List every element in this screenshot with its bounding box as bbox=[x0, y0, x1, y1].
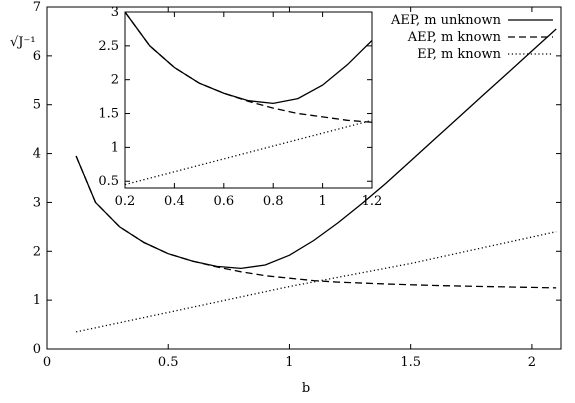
inset-ytick-label: 0.5 bbox=[98, 174, 119, 189]
main-xtick-label: 0 bbox=[43, 355, 51, 370]
main-ytick-label: 4 bbox=[33, 147, 41, 162]
inset-ytick-label: 3 bbox=[111, 5, 119, 20]
main-ytick-label: 5 bbox=[33, 98, 41, 113]
inset-xtick-label: 1.2 bbox=[362, 194, 383, 209]
main-plot: 0 0.5 1 1.5 2 0 1 2 3 4 5 6 7 b √J⁻¹ bbox=[10, 0, 562, 396]
x-axis-label: b bbox=[302, 381, 310, 396]
main-ytick-label: 2 bbox=[33, 244, 41, 259]
main-xtick-label: 2 bbox=[528, 355, 536, 370]
inset-plot: 0.2 0.4 0.6 0.8 1 1.2 0.5 1 1.5 2 2.5 3 bbox=[98, 5, 382, 209]
inset-xtick-label: 1 bbox=[318, 194, 326, 209]
main-ytick-label: 0 bbox=[33, 342, 41, 357]
main-series-dotted-line bbox=[75, 231, 557, 333]
main-ytick-label: 1 bbox=[33, 293, 41, 308]
legend-label: AEP, m unknown bbox=[390, 13, 502, 28]
inset-xtick-label: 0.8 bbox=[263, 194, 284, 209]
main-xtick-label: 1.5 bbox=[400, 355, 421, 370]
main-ytick-label: 3 bbox=[33, 195, 41, 210]
inset-xtick-label: 0.6 bbox=[213, 194, 234, 209]
main-frame bbox=[46, 6, 562, 350]
inset-frame bbox=[124, 11, 373, 189]
y-axis-label: √J⁻¹ bbox=[10, 35, 36, 50]
inset-ytick-label: 2 bbox=[111, 73, 119, 88]
inset-ytick-label: 1.5 bbox=[98, 107, 119, 122]
inset-ytick-label: 1 bbox=[111, 140, 119, 155]
inset-xtick-label: 0.2 bbox=[115, 194, 136, 209]
main-series-dashed-line bbox=[75, 155, 557, 289]
main-xtick-label: 0.5 bbox=[158, 355, 179, 370]
legend: AEP, m unknown AEP, m known EP, m known bbox=[390, 13, 553, 62]
legend-label: AEP, m known bbox=[407, 30, 502, 45]
inset-xtick-label: 0.4 bbox=[164, 194, 185, 209]
legend-label: EP, m known bbox=[417, 47, 502, 62]
main-ytick-label: 7 bbox=[33, 0, 41, 15]
inset-series-solid-line bbox=[125, 12, 372, 105]
inset-series-dashed-line bbox=[125, 12, 372, 123]
inset-series-dotted-line bbox=[125, 119, 372, 186]
main-ytick-label: 6 bbox=[33, 49, 41, 64]
main-series-solid-line bbox=[75, 28, 557, 270]
inset-ytick-label: 2.5 bbox=[98, 39, 119, 54]
main-xtick-label: 1 bbox=[285, 355, 293, 370]
